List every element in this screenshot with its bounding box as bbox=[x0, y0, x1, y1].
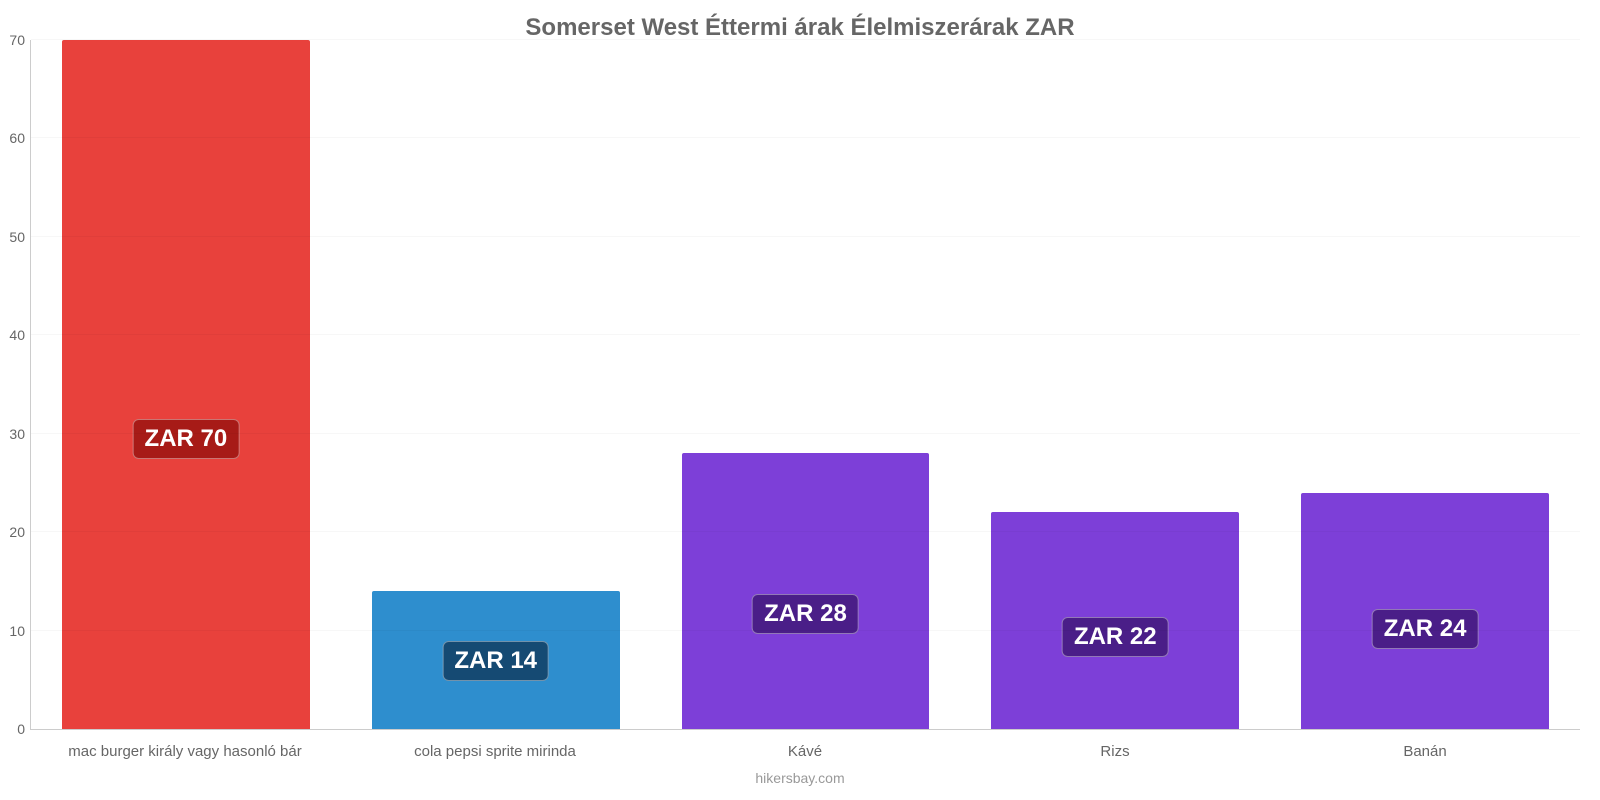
ytick-label: 20 bbox=[9, 524, 31, 540]
bar-value-label: ZAR 70 bbox=[133, 419, 240, 459]
bar-slot: ZAR 70 bbox=[31, 40, 341, 729]
gridline bbox=[31, 334, 1580, 335]
gridline bbox=[31, 433, 1580, 434]
xtick-label: Rizs bbox=[960, 735, 1270, 760]
xtick-label: Banán bbox=[1270, 735, 1580, 760]
gridline bbox=[31, 39, 1580, 40]
ytick-label: 30 bbox=[9, 426, 31, 442]
ytick-label: 0 bbox=[17, 721, 31, 737]
bar: ZAR 24 bbox=[1301, 493, 1549, 729]
ytick-label: 40 bbox=[9, 327, 31, 343]
gridline bbox=[31, 630, 1580, 631]
source-label: hikersbay.com bbox=[0, 770, 1600, 786]
bar-chart: Somerset West Éttermi árak Élelmiszerára… bbox=[0, 0, 1600, 800]
ytick-label: 60 bbox=[9, 130, 31, 146]
bar-slot: ZAR 22 bbox=[960, 40, 1270, 729]
xtick-label: mac burger király vagy hasonló bár bbox=[30, 735, 340, 760]
gridline bbox=[31, 236, 1580, 237]
x-axis: mac burger király vagy hasonló bárcola p… bbox=[30, 735, 1580, 760]
chart-title: Somerset West Éttermi árak Élelmiszerára… bbox=[0, 14, 1600, 42]
gridline bbox=[31, 137, 1580, 138]
gridline bbox=[31, 531, 1580, 532]
xtick-label: Kávé bbox=[650, 735, 960, 760]
bar-slot: ZAR 28 bbox=[651, 40, 961, 729]
bar-value-label: ZAR 14 bbox=[442, 641, 549, 681]
bar-value-label: ZAR 22 bbox=[1062, 617, 1169, 657]
xtick-label: cola pepsi sprite mirinda bbox=[340, 735, 650, 760]
bar-slot: ZAR 24 bbox=[1270, 40, 1580, 729]
ytick-label: 50 bbox=[9, 229, 31, 245]
bars-group: ZAR 70 ZAR 14 ZAR 28 ZAR 22 ZAR 24 bbox=[31, 40, 1580, 729]
bar: ZAR 28 bbox=[682, 453, 930, 729]
bar-slot: ZAR 14 bbox=[341, 40, 651, 729]
bar: ZAR 70 bbox=[62, 40, 310, 729]
bar: ZAR 14 bbox=[372, 591, 620, 729]
plot-area: ZAR 70ZAR 14ZAR 28ZAR 22ZAR 24 010203040… bbox=[30, 40, 1580, 730]
bar-value-label: ZAR 28 bbox=[752, 594, 859, 634]
bar: ZAR 22 bbox=[991, 512, 1239, 729]
ytick-label: 70 bbox=[9, 32, 31, 48]
ytick-label: 10 bbox=[9, 623, 31, 639]
